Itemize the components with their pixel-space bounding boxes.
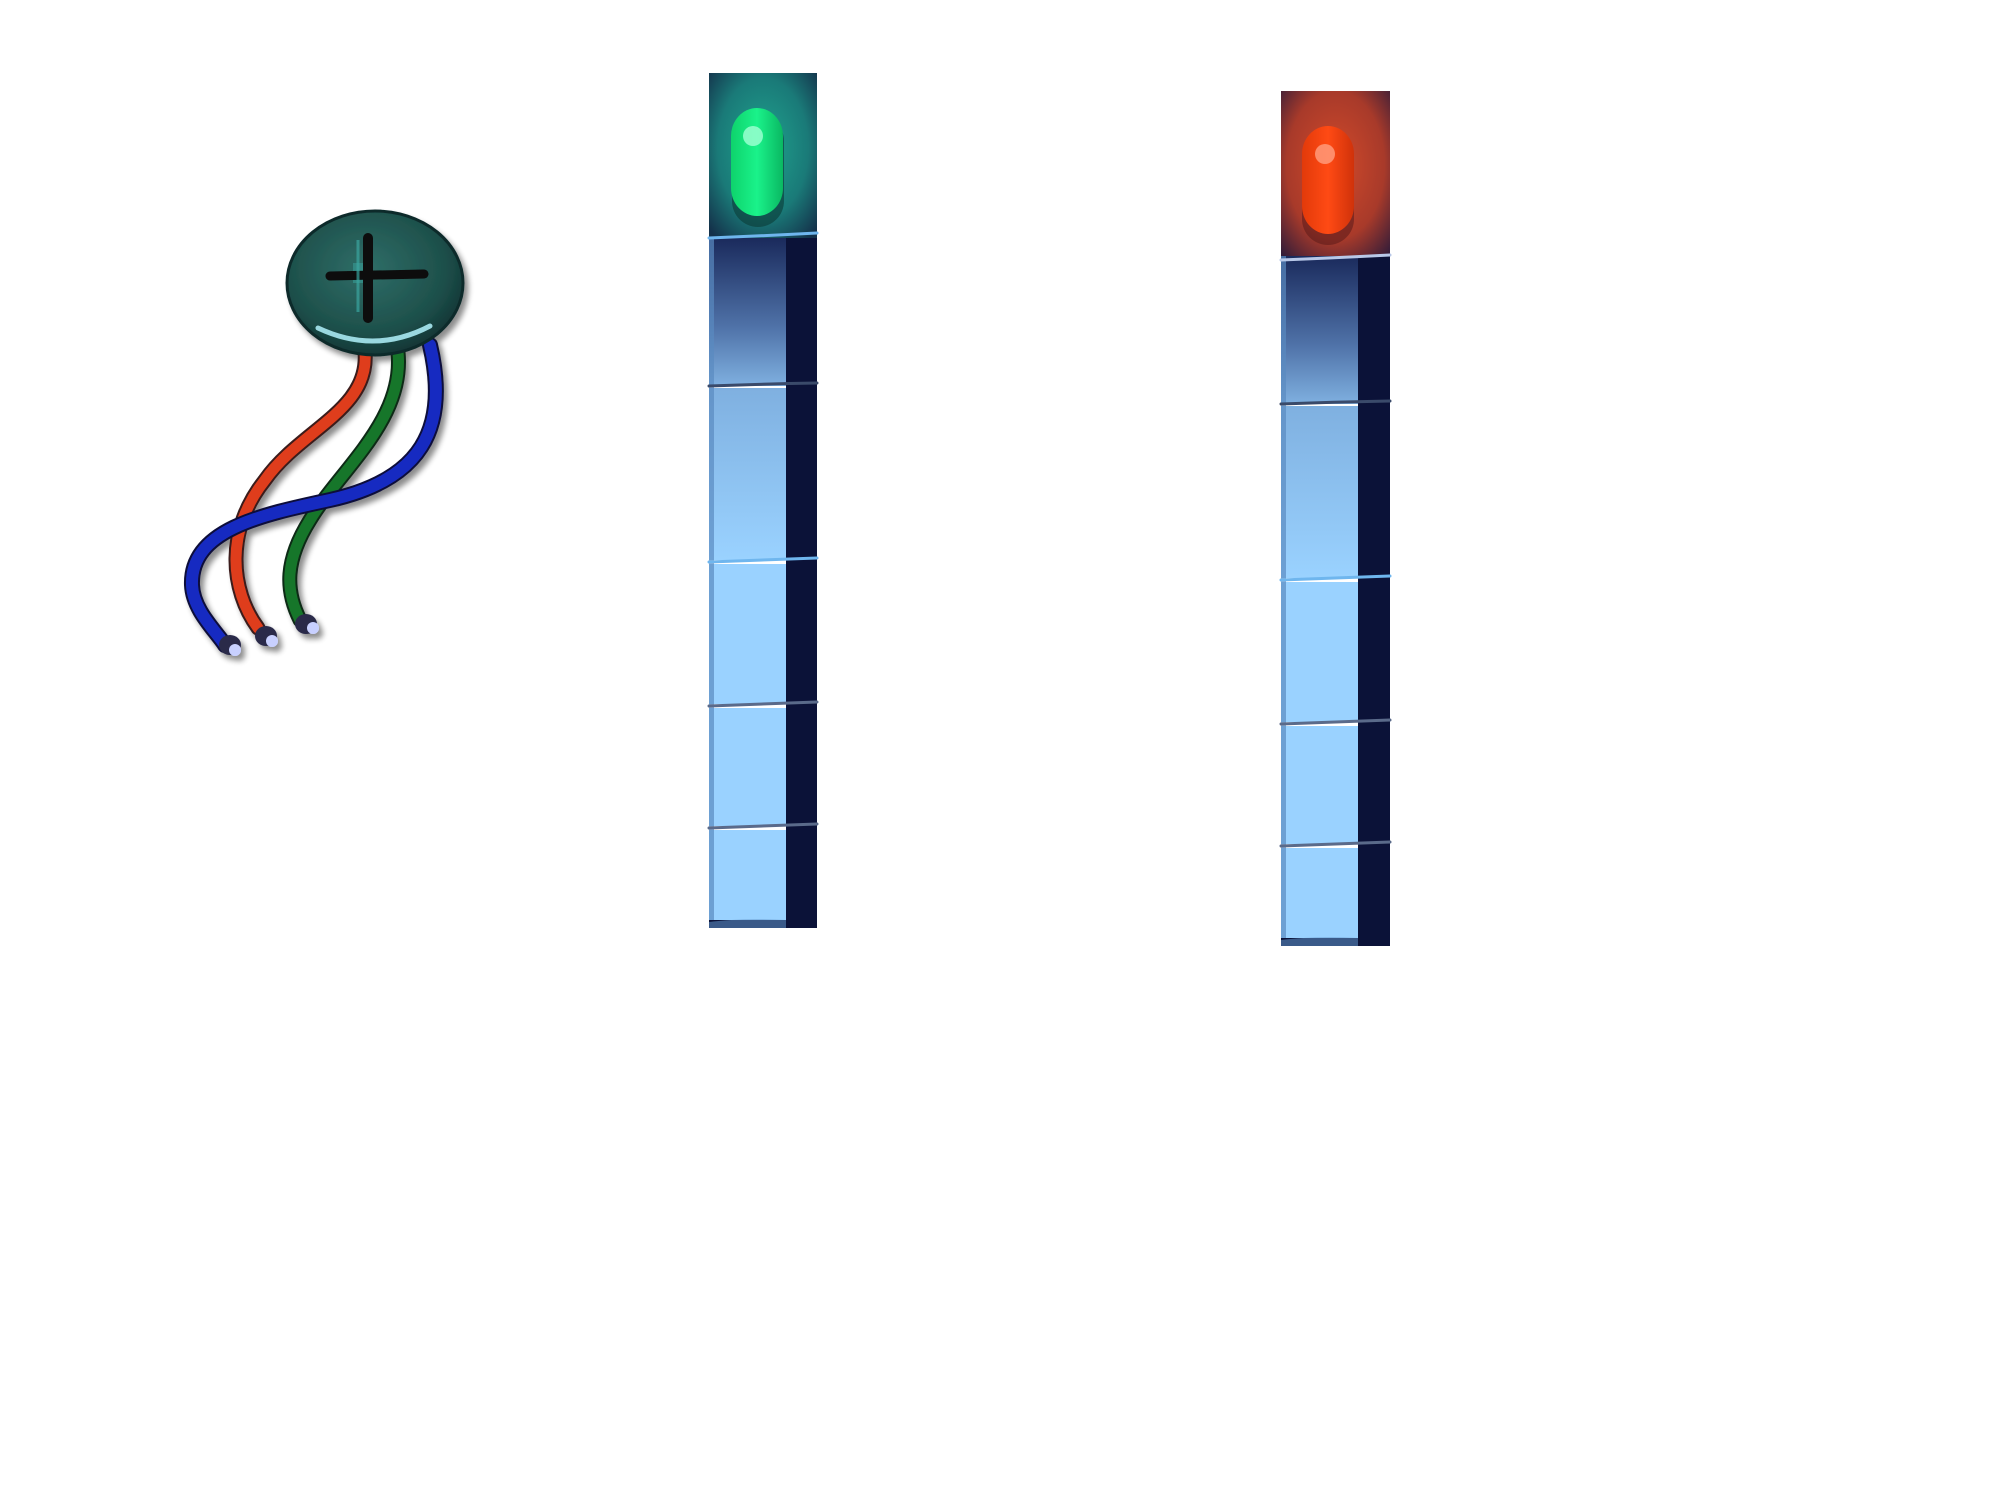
meter-segment-3: [709, 564, 786, 704]
meter-segment-5: [709, 830, 786, 920]
meter-segment-1: [1281, 256, 1358, 404]
wire-tips: [219, 614, 319, 656]
plus-slot-icon: [325, 233, 429, 323]
potentiometer-wires: [183, 337, 444, 656]
meter-dividers: [707, 231, 819, 830]
meter-dividers: [1279, 253, 1392, 848]
potentiometer-knob-icon[interactable]: [183, 209, 465, 656]
meter-segment-5: [1281, 848, 1358, 938]
meter-segment-2: [1281, 406, 1358, 578]
meter-segment-4: [1281, 726, 1358, 844]
knob-body: [285, 209, 465, 357]
knob-highlight: [315, 323, 433, 344]
led-red-icon: [1302, 126, 1354, 245]
meter-segment-2: [709, 388, 786, 560]
led-green-icon: [731, 108, 784, 227]
meter-segment-3: [1281, 582, 1358, 722]
meter-segment-1: [709, 238, 786, 386]
red-led-meter[interactable]: [1279, 91, 1392, 946]
green-led-meter[interactable]: [707, 73, 819, 928]
meter-segment-4: [709, 708, 786, 826]
